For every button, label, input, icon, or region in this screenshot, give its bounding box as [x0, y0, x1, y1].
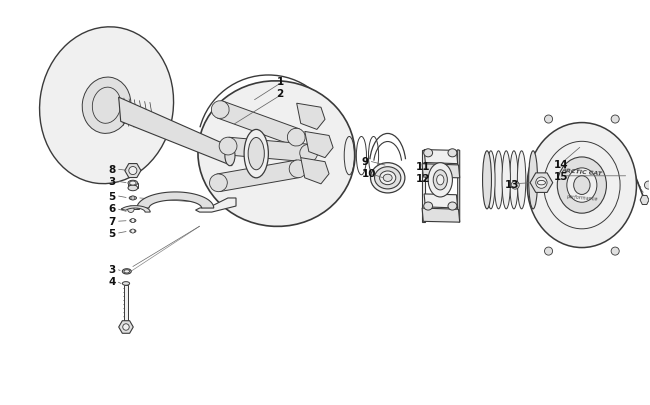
Ellipse shape [130, 230, 136, 233]
Ellipse shape [527, 123, 636, 248]
Ellipse shape [128, 181, 138, 186]
Text: 5: 5 [109, 191, 116, 201]
Ellipse shape [510, 151, 518, 209]
Text: 3: 3 [109, 264, 116, 274]
Ellipse shape [487, 151, 495, 209]
Text: 2: 2 [276, 89, 283, 99]
Circle shape [127, 207, 134, 213]
Polygon shape [424, 194, 458, 209]
Text: 3: 3 [109, 177, 116, 187]
Text: 15: 15 [554, 171, 568, 181]
Polygon shape [227, 138, 309, 162]
Circle shape [611, 116, 619, 124]
Text: 10: 10 [361, 168, 376, 179]
Ellipse shape [374, 167, 401, 190]
Ellipse shape [209, 175, 228, 192]
Ellipse shape [124, 270, 129, 273]
Circle shape [123, 324, 129, 330]
Polygon shape [422, 209, 460, 223]
Text: 14: 14 [554, 159, 568, 169]
Polygon shape [119, 98, 232, 166]
Ellipse shape [567, 168, 597, 203]
Polygon shape [424, 150, 458, 164]
Polygon shape [301, 158, 329, 184]
Circle shape [129, 167, 137, 175]
Polygon shape [422, 164, 460, 178]
Text: 4: 4 [109, 276, 116, 286]
Ellipse shape [128, 185, 138, 191]
Ellipse shape [289, 160, 307, 178]
Ellipse shape [384, 175, 392, 182]
Ellipse shape [433, 171, 447, 190]
Polygon shape [119, 321, 133, 333]
Circle shape [545, 247, 552, 256]
Ellipse shape [244, 130, 268, 178]
Text: 1: 1 [276, 77, 283, 87]
Ellipse shape [129, 197, 136, 200]
Text: 6: 6 [109, 204, 116, 214]
Polygon shape [296, 104, 325, 130]
Ellipse shape [92, 88, 121, 124]
Ellipse shape [517, 151, 526, 209]
Ellipse shape [211, 102, 229, 119]
Circle shape [131, 230, 135, 233]
Polygon shape [217, 102, 299, 146]
Ellipse shape [122, 282, 129, 286]
Text: 8: 8 [109, 164, 116, 175]
Circle shape [536, 177, 547, 189]
Text: 9: 9 [361, 156, 369, 166]
Ellipse shape [528, 151, 538, 209]
Polygon shape [305, 132, 333, 158]
Polygon shape [640, 196, 649, 205]
Circle shape [131, 219, 135, 223]
Ellipse shape [370, 163, 405, 194]
Ellipse shape [82, 78, 131, 134]
Ellipse shape [219, 138, 237, 156]
Ellipse shape [424, 202, 433, 211]
Ellipse shape [424, 149, 433, 158]
Text: 5: 5 [109, 229, 116, 239]
Ellipse shape [380, 172, 396, 185]
Ellipse shape [574, 176, 590, 195]
Ellipse shape [248, 138, 265, 171]
Text: ARCTIC CAT: ARCTIC CAT [562, 167, 603, 176]
Ellipse shape [122, 269, 131, 274]
Ellipse shape [130, 220, 136, 223]
Polygon shape [196, 198, 236, 213]
Polygon shape [530, 173, 552, 193]
Polygon shape [217, 161, 300, 192]
Ellipse shape [494, 151, 502, 209]
Ellipse shape [448, 202, 457, 211]
Text: 11: 11 [416, 161, 430, 171]
Ellipse shape [502, 151, 510, 209]
Ellipse shape [300, 145, 318, 162]
Text: 7: 7 [109, 217, 116, 227]
Polygon shape [121, 206, 150, 213]
Ellipse shape [225, 146, 235, 166]
Ellipse shape [538, 181, 545, 185]
Ellipse shape [437, 175, 444, 185]
Text: 13: 13 [505, 179, 519, 190]
Text: 12: 12 [416, 173, 430, 183]
Polygon shape [422, 150, 425, 223]
Circle shape [611, 247, 619, 256]
Ellipse shape [448, 149, 457, 158]
Ellipse shape [482, 151, 491, 209]
Circle shape [545, 116, 552, 124]
Text: performance: performance [566, 194, 598, 202]
Ellipse shape [129, 181, 136, 185]
Circle shape [511, 181, 519, 190]
Polygon shape [124, 285, 129, 325]
Polygon shape [458, 150, 460, 223]
Circle shape [644, 181, 650, 190]
Circle shape [131, 196, 135, 200]
Ellipse shape [40, 28, 174, 184]
Ellipse shape [557, 158, 606, 214]
Ellipse shape [198, 82, 355, 227]
Ellipse shape [428, 163, 452, 198]
Polygon shape [125, 164, 141, 178]
Polygon shape [137, 192, 214, 209]
Ellipse shape [287, 129, 305, 147]
